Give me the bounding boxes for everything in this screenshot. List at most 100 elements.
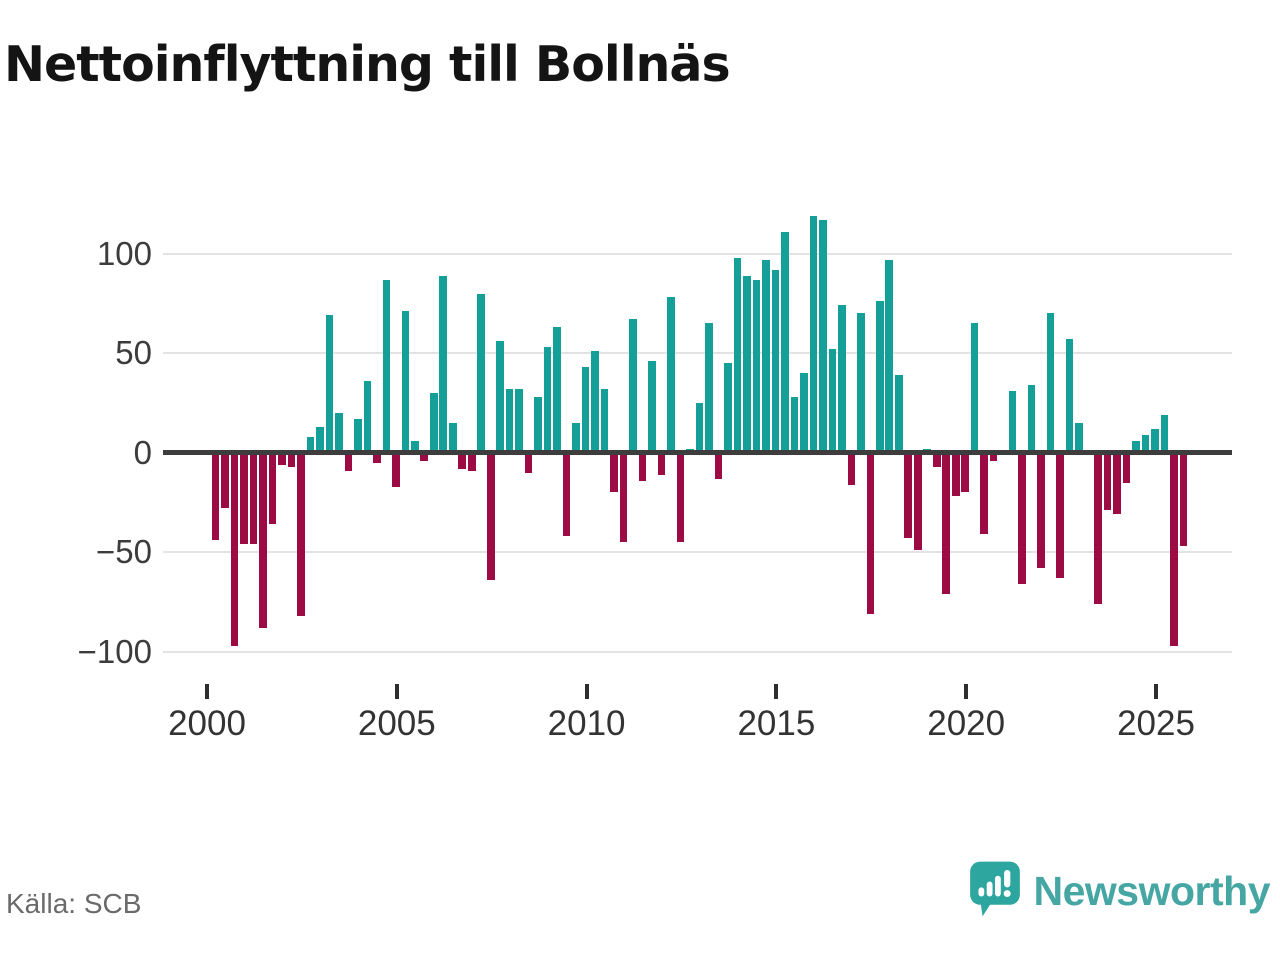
bar-2013Q1 — [705, 323, 713, 453]
bar-2003Q2 — [335, 412, 343, 453]
bar-2006Q3 — [458, 452, 467, 469]
bar-2024Q1 — [1122, 452, 1131, 483]
x-tick-label-2000: 2000 — [168, 704, 246, 743]
bar-2019Q3 — [951, 452, 960, 497]
bar-2017Q2 — [866, 452, 875, 614]
bar-2005Q2 — [410, 440, 419, 453]
bar-2002Q3 — [306, 436, 315, 453]
bar-2005Q1 — [401, 311, 410, 453]
bar-2020Q1 — [970, 323, 979, 453]
bar-2011Q2 — [638, 452, 647, 481]
bar-2007Q1 — [477, 293, 485, 453]
y-tick-label--50: −50 — [96, 533, 152, 571]
bar-2008Q4 — [543, 347, 552, 453]
bar-2023Q3 — [1103, 452, 1112, 511]
bar-2004Q3 — [382, 279, 391, 453]
bar-2014Q1 — [743, 275, 751, 453]
bar-2008Q3 — [534, 396, 542, 453]
x-tick-2010 — [584, 684, 589, 699]
bar-2016Q2 — [828, 349, 837, 453]
bar-2018Q2 — [904, 452, 913, 539]
bar-2002Q4 — [316, 426, 324, 453]
bar-2021Q2 — [1018, 452, 1026, 585]
bar-2019Q2 — [942, 452, 951, 594]
bar-2007Q2 — [486, 452, 495, 581]
y-tick-label-50: 50 — [115, 334, 152, 372]
x-tick-label-2005: 2005 — [357, 704, 436, 743]
bar-2010Q1 — [591, 351, 599, 453]
bar-2001Q2 — [259, 452, 267, 628]
bar-2018Q3 — [913, 452, 922, 551]
bar-2000Q2 — [221, 452, 229, 509]
bar-2016Q3 — [838, 305, 846, 453]
bar-2011Q3 — [648, 361, 656, 453]
y-tick-label-100: 100 — [96, 234, 152, 272]
bar-2008Q1 — [515, 389, 523, 453]
bar-2020Q2 — [980, 452, 988, 535]
newsworthy-logo: Newsworthy — [968, 860, 1271, 923]
bar-2003Q4 — [354, 418, 362, 453]
bar-2012Q4 — [695, 402, 704, 453]
bar-2024Q4 — [1151, 428, 1159, 453]
bar-2006Q1 — [439, 275, 448, 453]
bar-2002Q2 — [297, 452, 305, 616]
bar-2003Q3 — [344, 452, 353, 471]
bar-2014Q3 — [762, 259, 770, 453]
bar-2012Q2 — [676, 452, 685, 543]
bar-2011Q1 — [629, 319, 637, 453]
bar-2022Q1 — [1046, 313, 1055, 453]
gridline--50 — [163, 551, 1232, 554]
bar-2001Q4 — [278, 452, 286, 465]
bar-2021Q4 — [1037, 452, 1045, 569]
bar-2000Q1 — [211, 452, 220, 541]
bar-2004Q1 — [363, 381, 372, 453]
bar-2022Q4 — [1075, 422, 1083, 453]
bar-2010Q4 — [619, 452, 628, 543]
bar-2006Q4 — [467, 452, 476, 471]
bar-2015Q1 — [781, 231, 789, 453]
gridline-100 — [163, 252, 1232, 255]
bar-2004Q4 — [392, 452, 400, 487]
bar-2004Q2 — [373, 452, 381, 463]
bar-2019Q4 — [961, 452, 969, 493]
bar-2016Q4 — [847, 452, 856, 485]
bar-2012Q1 — [667, 297, 675, 453]
bar-2025Q1 — [1160, 414, 1169, 453]
bar-2011Q4 — [657, 452, 666, 475]
bar-2025Q2 — [1170, 452, 1178, 646]
chart-title: Nettoinflyttning till Bollnäs — [4, 36, 731, 93]
x-tick-label-2010: 2010 — [547, 704, 626, 743]
bar-2008Q2 — [524, 452, 533, 473]
bar-2021Q1 — [1008, 391, 1017, 453]
bar-2017Q4 — [885, 259, 894, 453]
bar-2014Q2 — [752, 279, 761, 453]
bar-2010Q2 — [600, 389, 609, 453]
bar-2001Q1 — [249, 452, 258, 545]
bar-2022Q3 — [1065, 339, 1074, 453]
gridline--100 — [163, 650, 1232, 653]
bar-2009Q1 — [553, 327, 561, 453]
bar-2024Q3 — [1141, 434, 1150, 453]
bar-2010Q3 — [610, 452, 618, 493]
bar-2005Q4 — [429, 393, 438, 453]
x-tick-2020 — [964, 684, 969, 699]
gridline-50 — [163, 352, 1232, 355]
x-tick-2015 — [774, 684, 779, 699]
bar-2013Q4 — [733, 257, 742, 453]
x-tick-label-2025: 2025 — [1117, 704, 1195, 743]
bar-2002Q1 — [287, 452, 296, 467]
x-tick-2000 — [205, 684, 209, 699]
newsworthy-wordmark: Newsworthy — [1033, 868, 1271, 914]
bar-2003Q1 — [325, 315, 334, 453]
bar-2000Q4 — [240, 452, 248, 545]
x-tick-2025 — [1154, 684, 1158, 699]
x-tick-label-2020: 2020 — [927, 704, 1006, 743]
bar-2023Q2 — [1094, 452, 1102, 604]
bar-2020Q3 — [989, 452, 998, 461]
bar-2021Q3 — [1027, 385, 1036, 453]
bar-2009Q3 — [572, 422, 580, 453]
bar-2013Q3 — [724, 363, 732, 453]
bar-2017Q1 — [857, 313, 865, 453]
